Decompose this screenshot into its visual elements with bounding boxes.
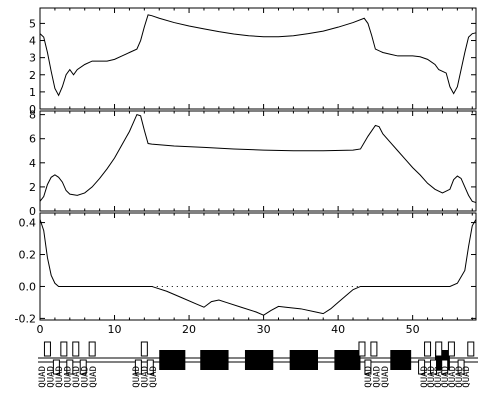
element-label: QUAD [420, 366, 430, 388]
panel-frame [39, 7, 477, 110]
dipole-magnet [244, 350, 274, 370]
element-label: QUAD [448, 366, 458, 388]
series-line [39, 14, 477, 97]
element-label: QUAD [455, 366, 465, 388]
x-tick-label: 30 [257, 323, 271, 336]
element-label: QUAD [381, 366, 391, 388]
dipole-magnet [334, 350, 361, 370]
series-line [39, 113, 477, 204]
element-label: QUAD [364, 366, 374, 388]
quadrupole-magnet [52, 359, 60, 375]
element-label: QUAD [64, 366, 74, 388]
y-tick-label: 8 [29, 109, 36, 122]
y-tick-label: 0.0 [19, 280, 37, 293]
y-tick-label: 3 [29, 52, 36, 65]
element-label: QUAD [149, 366, 159, 388]
element-label: QUAD [427, 366, 437, 388]
quadrupole-magnet [430, 359, 438, 375]
x-tick-label: 0 [37, 323, 44, 336]
quadrupole-magnet [447, 341, 455, 357]
quadrupole-magnet [418, 359, 426, 375]
element-label: QUAD [132, 366, 142, 388]
dipole-magnet [159, 350, 186, 370]
y-tick-label: 1 [29, 86, 36, 99]
quadrupole-magnet [66, 359, 74, 375]
quadrupole-magnet [88, 341, 96, 357]
y-tick-label: 4 [29, 157, 36, 170]
y-tick-label: 6 [29, 133, 36, 146]
quadrupole-magnet [364, 359, 372, 375]
element-label: QUAD [462, 366, 472, 388]
panel-2: 0 2 4 6 8 [29, 109, 477, 218]
y-tick-label: 5 [29, 17, 36, 30]
panel-frame [39, 110, 477, 212]
element-label: QUAD [89, 366, 99, 388]
element-label: QUAD [441, 366, 451, 388]
element-label: QUAD [81, 366, 91, 388]
panel-1: 0 1 2 3 4 5 [29, 7, 477, 116]
quadrupole-magnet [79, 359, 87, 375]
quadrupole-magnet [457, 359, 465, 375]
quadrupole-magnet [140, 341, 148, 357]
quadrupole-magnet [72, 341, 80, 357]
element-label: QUAD [47, 366, 57, 388]
quadrupole-magnet [435, 341, 443, 357]
series-line [39, 219, 477, 316]
y-tick-label: 0.2 [19, 249, 37, 262]
quadrupole-magnet [43, 341, 51, 357]
y-tick-label: 2 [29, 69, 36, 82]
dipole-magnet [289, 350, 318, 370]
x-tick-label: 20 [182, 323, 196, 336]
element-label: QUAD [55, 366, 65, 388]
quadrupole-magnet [60, 341, 68, 357]
x-tick-label: 10 [108, 323, 122, 336]
panel-frame [39, 212, 477, 321]
x-tick-label: 40 [331, 323, 345, 336]
dipole-magnet [390, 350, 412, 370]
y-tick-label: 0.4 [19, 217, 37, 230]
quadrupole-magnet [424, 341, 432, 357]
element-label: QUAD [72, 366, 82, 388]
x-tick-label: 50 [406, 323, 420, 336]
quadrupole-magnet [370, 341, 378, 357]
quadrupole-magnet [134, 359, 142, 375]
panel-3: -0.2 0.0 0.2 0.4 0 10 20 30 40 50 [15, 212, 477, 336]
y-tick-label: 0 [29, 103, 36, 116]
element-label: QUAD [38, 366, 48, 388]
dipole-magnet [200, 350, 229, 370]
element-label: QUAD [373, 366, 383, 388]
y-tick-label: 4 [29, 35, 36, 48]
y-tick-label: -0.2 [15, 312, 36, 325]
quadrupole-magnet [467, 341, 475, 357]
quadrupole-magnet [441, 359, 449, 375]
quadrupole-magnet [358, 341, 366, 357]
element-label: QUAD [434, 366, 444, 388]
y-tick-label: 2 [29, 181, 36, 194]
element-label: QUAD [141, 366, 151, 388]
y-tick-label: 0 [29, 205, 36, 218]
quadrupole-magnet [146, 359, 154, 375]
